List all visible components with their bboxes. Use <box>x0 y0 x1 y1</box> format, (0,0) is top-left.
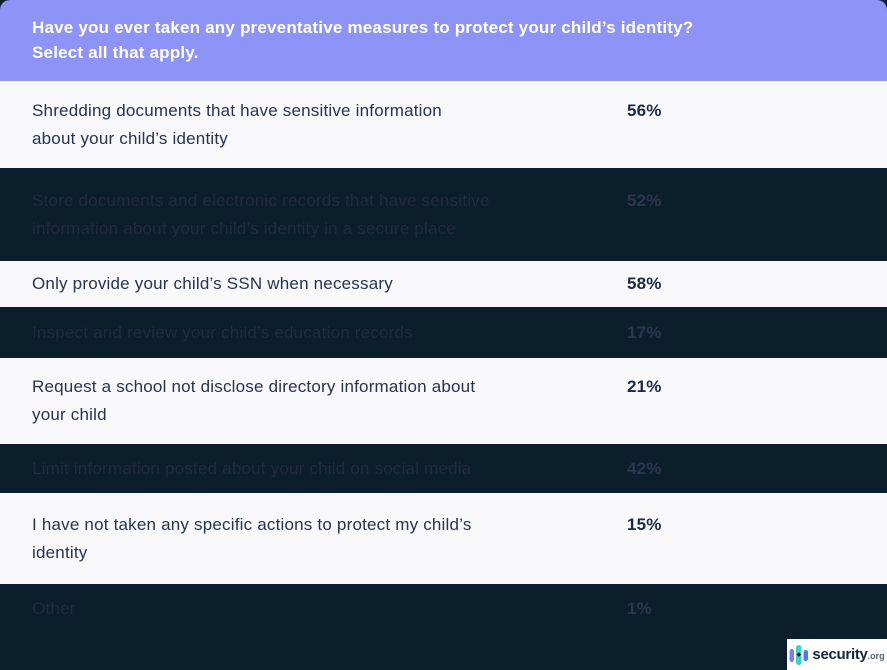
row-percentage: 17% <box>627 322 662 342</box>
table-row-inner: I have not taken any specific actions to… <box>0 511 887 567</box>
table-row-inner: Store documents and electronic records t… <box>0 187 887 243</box>
row-percentage: 56% <box>627 100 662 120</box>
table-row-inner: Request a school not disclose directory … <box>0 373 887 429</box>
table-row-inner: Only provide your child’s SSN when neces… <box>0 270 887 298</box>
table-row: Store documents and electronic records t… <box>0 168 887 261</box>
row-percentage: 52% <box>627 190 662 210</box>
row-label: Store documents and electronic records t… <box>32 190 490 238</box>
table-row: Only provide your child’s SSN when neces… <box>0 261 887 307</box>
table-row-inner: Limit information posted about your chil… <box>0 455 887 483</box>
row-label: I have not taken any specific actions to… <box>32 514 472 562</box>
row-label: Other <box>32 598 76 618</box>
table-row: Other 1% <box>0 584 887 633</box>
row-label: Request a school not disclose directory … <box>32 377 476 424</box>
table-row-inner: Other 1% <box>0 595 887 623</box>
table-row-inner: Shredding documents that have sensitive … <box>0 97 887 153</box>
row-label: Shredding documents that have sensitive … <box>32 100 442 148</box>
row-percentage: 42% <box>627 458 662 478</box>
table-row: Limit information posted about your chil… <box>0 444 887 493</box>
row-percentage: 21% <box>627 377 662 396</box>
question-text: Have you ever taken any preventative mea… <box>32 18 694 62</box>
table-row: Inspect and review your child’s educatio… <box>0 307 887 358</box>
logo-tld-text: .org <box>867 651 885 661</box>
securityorg-wordmark: security .org <box>812 646 884 663</box>
table-row: I have not taken any specific actions to… <box>0 493 887 584</box>
row-label: Limit information posted about your chil… <box>32 458 472 478</box>
table-row: Shredding documents that have sensitive … <box>0 81 887 168</box>
table-row: Request a school not disclose directory … <box>0 358 887 444</box>
logo-brand-text: security <box>812 646 868 663</box>
securityorg-brand-icon <box>789 644 809 665</box>
row-label: Inspect and review your child’s educatio… <box>32 322 413 342</box>
row-label: Only provide your child’s SSN when neces… <box>32 274 393 293</box>
securityorg-logo: security .org <box>787 639 887 670</box>
footer-bar: security .org <box>0 633 887 670</box>
row-percentage: 58% <box>627 274 662 293</box>
table-row-inner: Inspect and review your child’s educatio… <box>0 319 887 347</box>
row-percentage: 1% <box>627 598 652 618</box>
question-header: Have you ever taken any preventative mea… <box>0 0 887 81</box>
row-percentage: 15% <box>627 514 662 534</box>
results-table: Shredding documents that have sensitive … <box>0 81 887 633</box>
